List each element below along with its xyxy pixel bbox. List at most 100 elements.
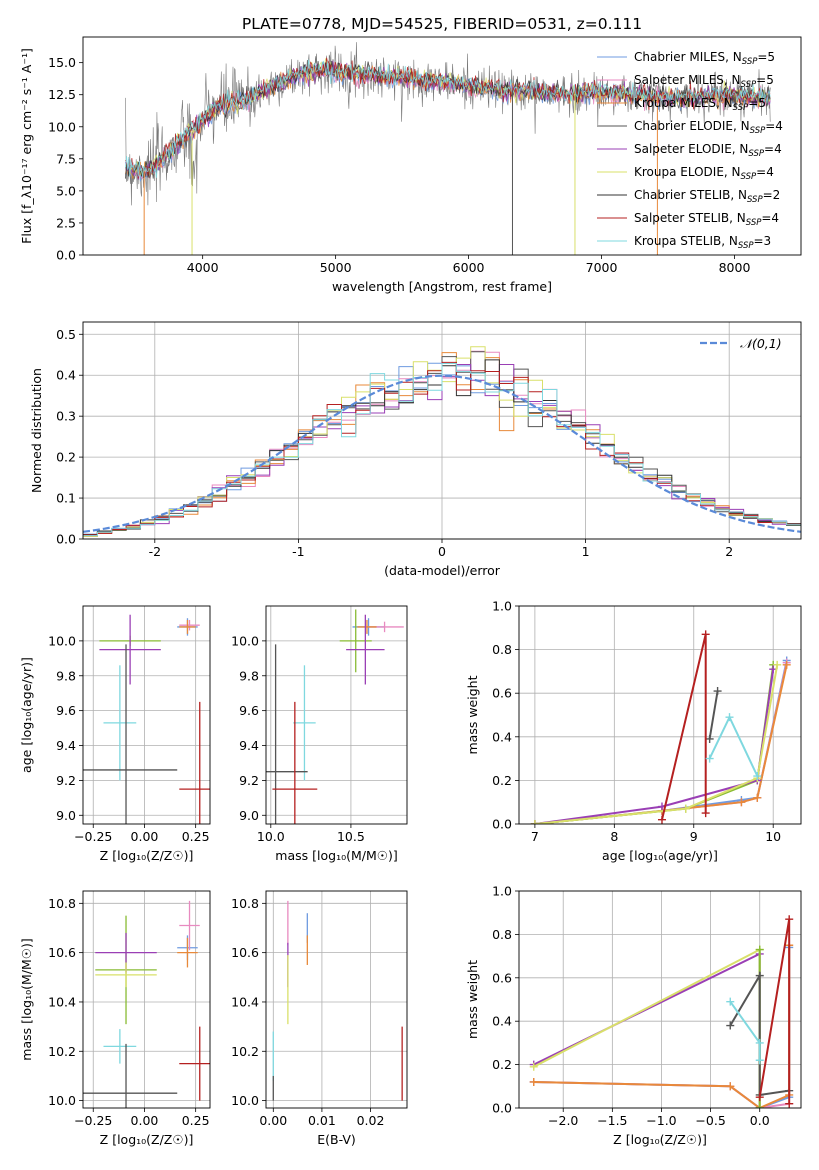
y-tick-label: 9.4: [239, 738, 259, 753]
axes-frame: [82, 605, 211, 825]
y-tick-label: 9.0: [239, 808, 259, 823]
legend-entry: Chabrier ELODIE, NSSP=4: [634, 119, 783, 136]
age-vs-mass-panel: 10.0 10.5 9.0 9.2 9.4 9.6 9.8 10.0 mass [log₁₀(M…: [231, 605, 408, 863]
x-tick-label: -2: [149, 544, 161, 559]
legend-entry: Kroupa ELODIE, NSSP=4: [634, 165, 774, 182]
legend-entry: Chabrier STELIB, NSSP=2: [634, 188, 780, 205]
x-tick-label: −0.25: [74, 829, 112, 844]
x-tick-label: 9: [690, 829, 698, 844]
errorbars: [83, 614, 210, 824]
legend-entry: Salpeter STELIB, NSSP=4: [634, 211, 779, 228]
weight-marker: [753, 793, 762, 802]
y-tick-label: 1.0: [492, 884, 512, 899]
x-tick-label: −2.0: [548, 1113, 578, 1128]
x-tick-label: 0.00: [131, 829, 159, 844]
axes-frame: [82, 890, 211, 1109]
spectrum-panel: 4000 5000 6000 7000 8000 0.0 2.5 5.0 7.5 10.0 12.5…: [19, 36, 802, 294]
y-axis-label: Flux [f_λ10⁻¹⁷ erg cm⁻² s⁻¹ A⁻¹]: [19, 48, 34, 244]
mass-vs-Z-panel: −0.25 0.00 0.25 10.0 10.2 10.4 10.6 10.8 Z [log₁…: [19, 890, 211, 1147]
legend-entry: Chabrier MILES, NSSP=5: [634, 50, 775, 67]
y-axis-label: mass weight: [465, 675, 480, 754]
y-tick-label: 0.4: [492, 1014, 512, 1029]
x-axis-label: wavelength [Angstrom, rest frame]: [332, 279, 552, 294]
y-tick-label: 0.4: [492, 729, 512, 744]
y-tick-label: 10.2: [48, 1044, 76, 1059]
y-tick-label: 9.6: [56, 703, 76, 718]
weight-lines: [530, 630, 791, 824]
x-tick-label: 1: [582, 544, 590, 559]
x-tick-label: 10.0: [257, 829, 285, 844]
y-tick-label: 9.2: [239, 773, 259, 788]
weight-marker: [755, 1093, 764, 1102]
weight-marker: [530, 820, 539, 824]
y-tick-label: 10.8: [48, 896, 76, 911]
errorbars: [266, 609, 404, 824]
weight-marker: [701, 809, 710, 818]
y-tick-label: 10.4: [48, 994, 76, 1009]
axes-frame: [265, 605, 408, 825]
x-axis-label: (data-model)/error: [384, 563, 501, 578]
weight-marker: [785, 915, 794, 924]
weight-series: [534, 664, 779, 824]
x-tick-label: 2: [725, 544, 733, 559]
weight-marker: [726, 997, 735, 1006]
x-tick-label: −0.25: [74, 1113, 112, 1128]
weight-series: [534, 664, 788, 824]
legend-entry: Salpeter ELODIE, NSSP=4: [634, 142, 782, 159]
x-tick-label: 7: [531, 829, 539, 844]
x-tick-label: 7000: [586, 260, 618, 275]
x-tick-label: 0.25: [182, 829, 210, 844]
weight-marker: [701, 630, 710, 639]
y-tick-label: 0.6: [492, 686, 512, 701]
errorbars: [83, 900, 210, 1108]
spectrum-data-line: [125, 42, 771, 206]
weight-marker: [705, 754, 714, 763]
x-tick-label: 0.00: [131, 1113, 159, 1128]
age-vs-Z-panel: −0.25 0.00 0.25 9.0 9.2 9.4 9.6 9.8 10.0 Z [log₁₀…: [19, 605, 211, 863]
y-tick-label: 0.2: [56, 450, 76, 465]
y-tick-label: 0.6: [492, 970, 512, 985]
weight-marker: [753, 772, 762, 781]
x-tick-label: 4000: [187, 260, 219, 275]
residuals-legend: 𝒩(0,1): [700, 336, 782, 351]
y-axis-label: mass weight: [465, 960, 480, 1039]
residuals-panel: -2 -1 0 1 2 0.0 0.1 0.2 0.3 0.4 0.5 (data-model)/er…: [29, 321, 802, 578]
y-tick-label: 1.0: [492, 599, 512, 614]
x-tick-label: 5000: [320, 260, 352, 275]
weight-marker: [725, 713, 734, 722]
weight-series: [534, 669, 775, 824]
spectrum-legend: Chabrier MILES, NSSP=5 Salpeter MILES, NS…: [597, 50, 783, 251]
legend-entry: Salpeter MILES, NSSP=5: [634, 73, 774, 90]
weight-marker: [755, 1104, 764, 1108]
y-tick-label: 7.5: [56, 151, 76, 166]
y-tick-label: 5.0: [56, 183, 76, 198]
x-axis-label: Z [log₁₀(Z/Z☉)]: [613, 1132, 707, 1147]
histogram-series: [83, 363, 801, 538]
weight-series: [729, 971, 790, 1097]
weight-marker: [755, 1038, 764, 1047]
axes-frame: [518, 890, 802, 1109]
y-tick-label: 0.0: [56, 248, 76, 263]
x-tick-label: 6000: [453, 260, 485, 275]
x-tick-label: 8: [610, 829, 618, 844]
y-tick-label: 0.3: [56, 409, 76, 424]
x-axis-label: Z [log₁₀(Z/Z☉)]: [100, 848, 194, 863]
x-tick-label: 0.25: [182, 1113, 210, 1128]
weight-marker: [773, 660, 782, 669]
weight-marker: [529, 1077, 538, 1086]
legend-entry: Kroupa MILES, NSSP=5: [634, 96, 766, 113]
y-tick-label: 9.0: [56, 808, 76, 823]
weight-lines: [529, 915, 794, 1108]
normal-curve: [83, 374, 801, 533]
weight-marker: [726, 1021, 735, 1030]
y-tick-label: 10.6: [48, 945, 76, 960]
weight-series: [708, 714, 759, 777]
spectrum-model-line: [125, 57, 771, 179]
x-axis-label: mass [log₁₀(M/M☉)]: [275, 848, 397, 863]
weight-series: [708, 690, 719, 740]
histogram-lines: [83, 346, 801, 538]
y-axis-label: age [log₁₀(age/yr)]: [19, 657, 34, 773]
legend-entry: 𝒩(0,1): [740, 336, 782, 351]
axes-frame: [518, 605, 802, 825]
